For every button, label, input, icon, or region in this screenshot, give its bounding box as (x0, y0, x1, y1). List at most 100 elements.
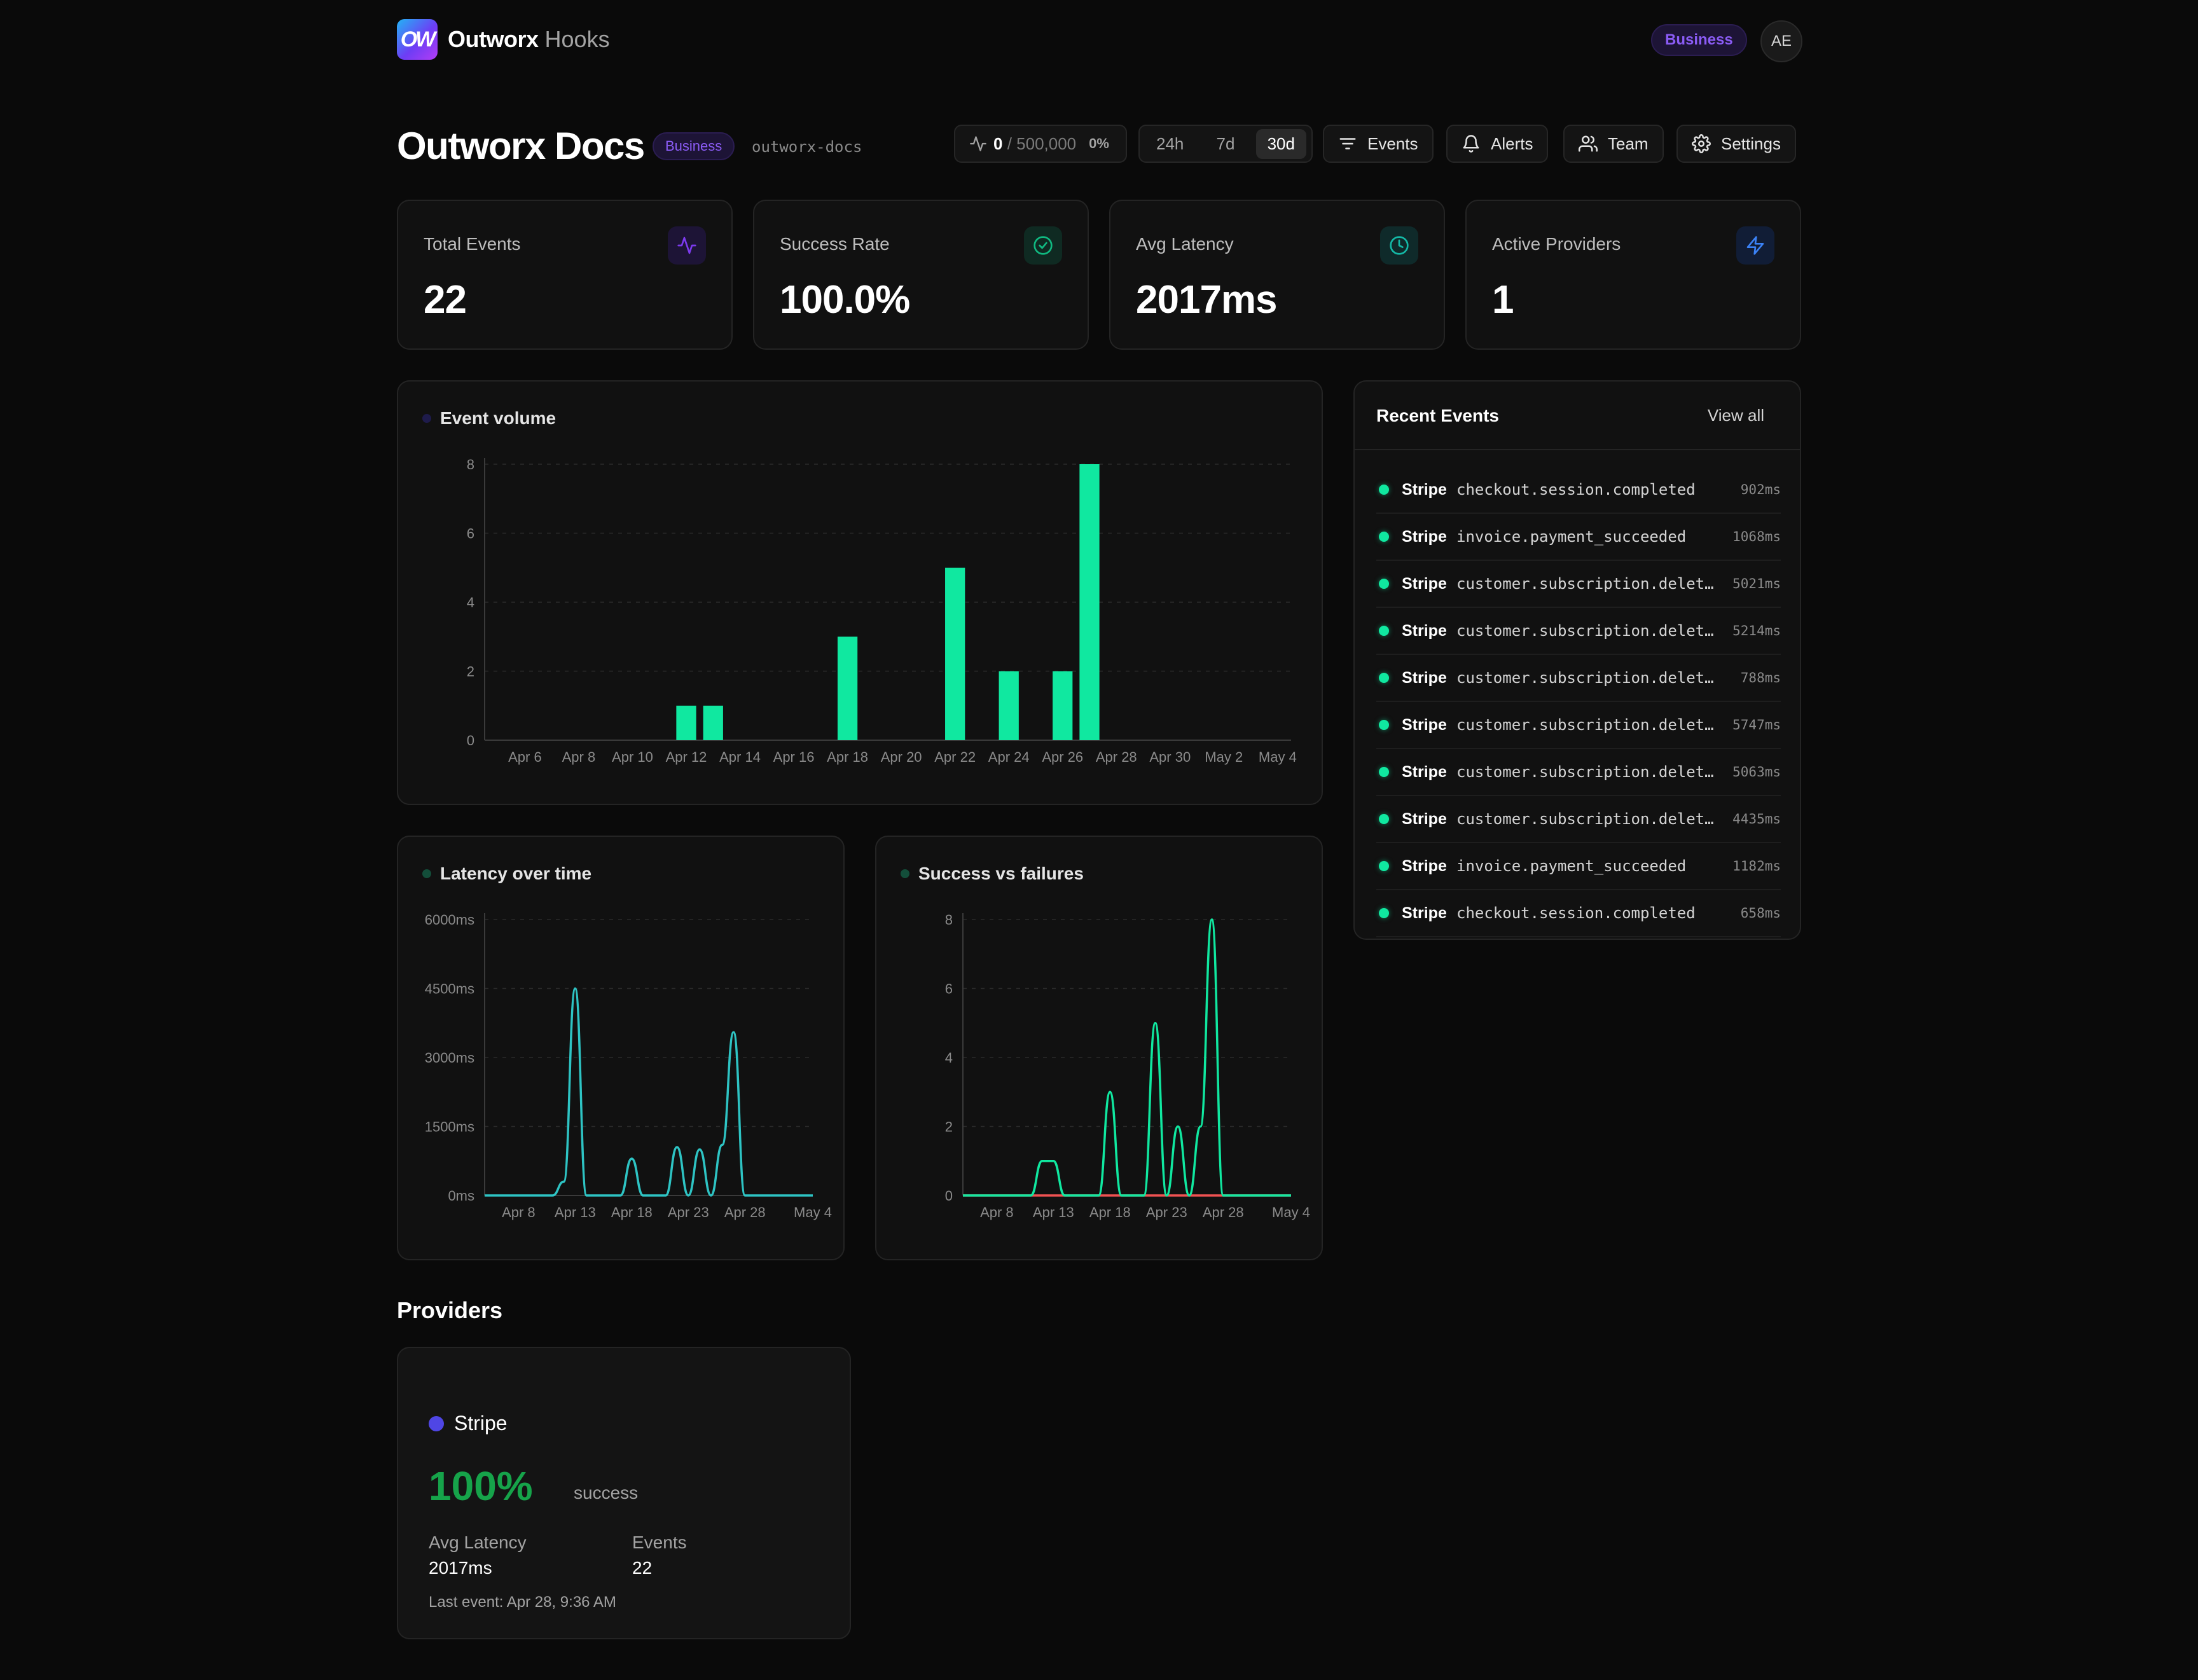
event-row[interactable]: Stripe customer.subscription.deleted 5063m… (1376, 749, 1781, 796)
usage-meter: 0 / 500,000 0% (954, 125, 1127, 163)
x-tick-label: Apr 12 (666, 749, 707, 765)
panel-title: Latency over time (422, 864, 591, 884)
stat-label: Active Providers (1492, 234, 1621, 254)
settings-button-label: Settings (1721, 134, 1781, 153)
provider-name-text: Stripe (454, 1412, 508, 1435)
logo-text: OW (400, 27, 436, 52)
avg-latency-label: Avg Latency (429, 1532, 527, 1552)
event-row[interactable]: Stripe checkout.session.completed 658ms (1376, 890, 1781, 937)
bar (945, 567, 965, 740)
range-7d[interactable]: 7d (1216, 134, 1235, 153)
latency-line (484, 987, 813, 1197)
project-plan-badge: Business (653, 132, 735, 160)
alerts-button[interactable]: Alerts (1446, 125, 1549, 163)
latency-chart: 0ms 1500ms 3000ms 4500ms 6000ms Apr 8 Apr 13 Ap… (425, 912, 832, 1220)
x-tick-label: Apr 13 (1033, 1204, 1074, 1220)
event-name: customer.subscription.deleted (1456, 575, 1717, 593)
y-tick-label: 0ms (448, 1188, 474, 1204)
x-tick-label: Apr 20 (881, 749, 922, 765)
x-tick-label: Apr 30 (1149, 749, 1191, 765)
usage-used: 0 (993, 134, 1003, 153)
app-brand[interactable]: Outworx Hooks (448, 24, 610, 55)
y-tick-label: 3000ms (425, 1050, 474, 1066)
event-latency: 788ms (1740, 670, 1781, 685)
event-name: customer.subscription.deleted (1456, 763, 1717, 781)
event-latency: 1182ms (1732, 858, 1781, 874)
event-latency: 5214ms (1732, 623, 1781, 638)
x-tick-label: Apr 8 (562, 749, 596, 765)
view-all-link[interactable]: View all (1707, 406, 1764, 425)
event-row[interactable]: Stripe checkout.session.completed 902ms (1376, 467, 1781, 514)
activity-icon (970, 136, 986, 151)
event-name: customer.subscription.deleted (1456, 622, 1717, 640)
stat-card-total-events: Total Events 22 (397, 200, 733, 350)
events-button[interactable]: Events (1323, 125, 1434, 163)
stat-value: 100.0% (780, 278, 910, 322)
provider-success-pct: 100% (429, 1463, 533, 1509)
event-provider: Stripe (1402, 668, 1447, 687)
event-latency: 1068ms (1732, 529, 1781, 544)
usage-percent: 0% (1089, 135, 1109, 151)
event-provider: Stripe (1402, 857, 1447, 875)
recent-events-title: Recent Events (1376, 406, 1499, 425)
bar (999, 671, 1019, 740)
y-tick-label: 0 (945, 1188, 953, 1204)
app-logo[interactable]: OW (397, 19, 438, 60)
event-latency: 902ms (1740, 482, 1781, 497)
usage-limit: / 500,000 (1007, 134, 1077, 153)
event-row[interactable]: Stripe customer.subscription.deleted 5021m… (1376, 561, 1781, 608)
stat-value: 2017ms (1136, 278, 1278, 322)
x-tick-label: May 2 (1205, 749, 1243, 765)
success-line (962, 918, 1291, 1197)
stat-label: Success Rate (780, 234, 890, 254)
x-tick-label: Apr 24 (988, 749, 1030, 765)
event-row[interactable]: Stripe invoice.payment_succeeded 1068ms (1376, 514, 1781, 561)
user-avatar[interactable]: AE (1760, 20, 1802, 62)
event-name: customer.subscription.deleted (1456, 716, 1717, 734)
legend-dot (422, 869, 431, 878)
event-provider: Stripe (1402, 480, 1447, 499)
latency-panel: Latency over time 0ms 1500ms 3000ms 4500ms 6… (397, 836, 845, 1260)
y-tick-label: 4 (467, 595, 474, 610)
x-tick-label: Apr 22 (934, 749, 976, 765)
success-failures-chart: 0 2 4 6 8 Apr 8 Apr 13 Apr 18 Apr 23 Apr 28 May 4 (945, 912, 1310, 1220)
panel-title: Event volume (422, 408, 556, 429)
settings-button[interactable]: Settings (1676, 125, 1796, 163)
x-tick-label: May 4 (794, 1204, 832, 1220)
x-tick-label: Apr 28 (1203, 1204, 1244, 1220)
y-tick-label: 2 (467, 664, 474, 680)
bell-icon (1463, 135, 1479, 153)
zap-icon (1736, 226, 1774, 265)
y-tick-label: 8 (467, 457, 474, 472)
x-tick-label: Apr 16 (773, 749, 815, 765)
bar (837, 637, 858, 740)
status-dot (1379, 532, 1389, 542)
event-row[interactable]: Stripe customer.subscription.deleted 5214m… (1376, 608, 1781, 655)
team-button-label: Team (1608, 134, 1648, 153)
status-dot (1379, 626, 1389, 636)
x-tick-label: Apr 10 (612, 749, 653, 765)
x-tick-label: Apr 23 (1146, 1204, 1187, 1220)
stat-value: 22 (424, 278, 467, 322)
provider-card-stripe[interactable]: Stripe 100% success Avg Latency 2017ms E… (397, 1347, 851, 1639)
event-provider: Stripe (1402, 762, 1447, 781)
range-24h[interactable]: 24h (1156, 134, 1184, 153)
status-dot (1379, 579, 1389, 589)
event-row[interactable]: Stripe customer.subscription.deleted 4435m… (1376, 796, 1781, 843)
event-row[interactable]: Stripe customer.subscription.deleted 788ms (1376, 655, 1781, 702)
x-tick-label: Apr 28 (1096, 749, 1137, 765)
x-tick-label: Apr 8 (980, 1204, 1014, 1220)
event-latency: 5063ms (1732, 764, 1781, 780)
last-event: Last event: Apr 28, 9:36 AM (429, 1594, 616, 1611)
providers-heading: Providers (397, 1297, 503, 1323)
range-30d[interactable]: 30d (1255, 128, 1306, 159)
stat-card-success-rate: Success Rate 100.0% (753, 200, 1089, 350)
event-row[interactable]: Stripe customer.subscription.deleted 5747m… (1376, 702, 1781, 749)
users-icon (1579, 135, 1598, 152)
y-tick-label: 6 (945, 981, 953, 997)
event-row[interactable]: Stripe invoice.payment_succeeded 1182ms (1376, 843, 1781, 890)
team-button[interactable]: Team (1563, 125, 1664, 163)
status-dot (1379, 485, 1389, 495)
event-provider: Stripe (1402, 809, 1447, 828)
event-provider: Stripe (1402, 621, 1447, 640)
